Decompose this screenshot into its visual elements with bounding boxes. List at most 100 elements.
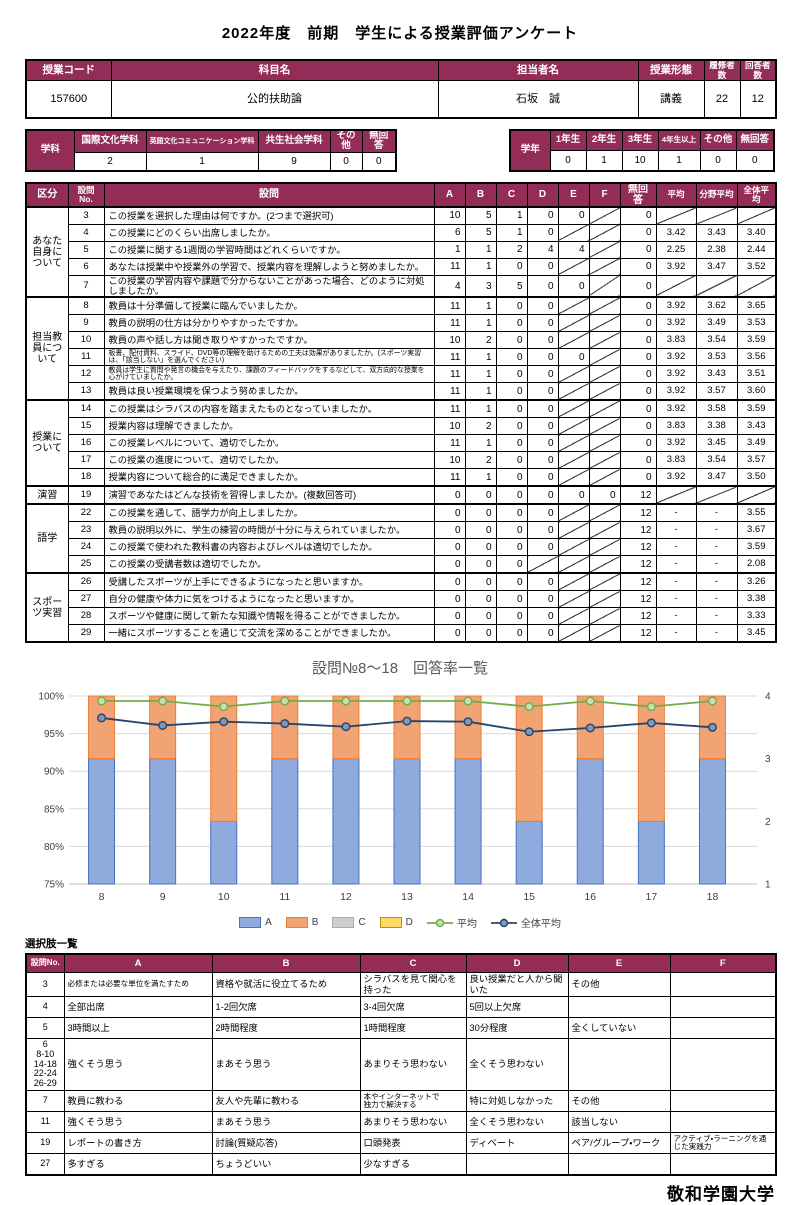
choices-row: 5 3時間以上 2時間程度 1時間程度 30分程度 全くしていない [25,1016,777,1039]
course-value: 石坂 誠 [437,80,639,119]
course-header: 回答者数 [739,59,777,81]
answer-count-cell: 1 [433,240,466,259]
choice-cell: 討論(質疑応答) [211,1132,361,1155]
bar-segment-a [332,758,360,885]
average-cell [736,205,777,225]
question-text: スポーツや健康に関して新たな知識や情報を得ることができましたか。 [103,607,435,626]
choice-cell: アクティブ・ラーニングを通じた実践力 [669,1132,777,1155]
course-header: 履修者数 [703,59,741,81]
average-cell: - [655,607,697,626]
question-text: 自分の健康や体力に気をつけるようになったと思いますか。 [103,590,435,609]
mini-value: 0 [361,151,397,172]
legend-label: C [358,917,366,929]
svg-text:4: 4 [765,692,771,703]
answer-count-cell [557,434,590,453]
legend-item: 全体平均 [490,915,561,930]
no-answer-cell: 0 [619,434,657,453]
svg-text:17: 17 [646,891,658,903]
choices-row: 6 8-10 14-18 22-24 26-29 強くそう思う まあそう思う あまりそ… [25,1037,777,1092]
course-value: 講義 [637,80,705,119]
question-row: 29 一緒にスポーツすることを通じて交流を深めることができましたか。 0 0 0 0 12-… [26,624,777,643]
answer-count-cell: 0 [526,331,559,350]
average-cell: - [695,572,738,592]
average-cell: 3.50 [736,468,777,487]
choices-question-number: 4 [25,995,65,1018]
question-text: この授業はシラバスの内容を踏まえたものとなっていましたか。 [103,399,435,419]
question-row: 授業に ついて 14 この授業はシラバスの内容を踏まえたものとなっていましたか。 11… [25,399,777,487]
average-cell: - [655,503,697,523]
chart-legend: A B C D 平均 全体平均 [25,915,775,930]
question-text: この授業で使われた教科書の内容およびレベルは適切でしたか。 [103,538,435,557]
answer-count-cell: 1 [464,365,497,384]
choice-cell: 強くそう思う [63,1111,213,1134]
choice-cell: 教員に教わる [63,1090,213,1113]
choices-header: F [669,953,777,974]
question-text: 教員の説明の仕方は分かりやすかったですか。 [103,314,435,333]
choices-question-number: 5 [25,1016,65,1039]
answer-count-cell: 2 [464,331,497,350]
average-cell: 3.62 [695,296,738,316]
legend-item: B [285,917,318,929]
question-table-header: 区分 [25,182,69,208]
answer-count-cell: 0 [464,572,497,592]
legend-swatch-b [285,917,308,929]
svg-text:12: 12 [340,891,352,903]
answer-count-cell: 5 [495,274,528,298]
answer-count-cell: 0 [495,296,528,316]
answer-count-cell: 5 [464,205,497,225]
answer-count-cell: 1 [464,257,497,276]
answer-count-cell [588,624,621,643]
course-value: 12 [739,80,777,119]
no-answer-cell: 0 [619,274,657,298]
question-table-header-row: 区分 設問No. 設問 A B C D E F 無回答 平均 分野平均 全体平均 [25,182,777,208]
choice-cell: 3-4回欠席 [359,995,467,1018]
choice-cell: 5回以上欠席 [465,995,569,1018]
question-row: 12 教員は学生に質問や発言の機会を与えたり、課題のフィードバックをするなどして、… [26,365,777,384]
answer-count-cell: 0 [495,314,528,333]
question-row: 語学 22 この授業を通して、語学力が向上しましたか。 0 0 0 0 12- -3.55 [25,503,777,574]
answer-count-cell: 0 [557,348,590,367]
mini-value-row: 0 1 10 1 0 0 [510,149,775,172]
answer-count-cell: 0 [433,607,466,626]
answer-count-cell: 11 [433,468,466,487]
answer-count-cell [557,365,590,384]
answer-count-cell: 0 [495,624,528,643]
average-cell [695,205,738,225]
question-table-header: 設問 [103,182,435,208]
bar-segment-a [698,758,726,885]
question-table-header: F [588,182,621,208]
question-text: 演習であなたはどんな技術を習得しましたか。(複数回答可) [103,485,435,505]
average-cell: 3.57 [695,382,738,401]
answer-count-cell [588,382,621,401]
course-info-table: 授業コード 科目名 担当者名 授業形態 履修者数 回答者数 157600 公的扶助論 石坂 誠講… [25,59,777,119]
answer-count-cell: 0 [464,555,497,574]
mini-label: 学年 [509,129,551,172]
question-row: 16 この授業レベルについて、適切でしたか。 11 1 0 0 0 3.92 3.45 3.49 [26,434,777,453]
answer-count-cell [557,590,590,609]
svg-text:13: 13 [401,891,413,903]
choice-cell: 30分程度 [465,1016,569,1039]
average-cell: 3.56 [736,348,777,367]
answer-count-cell: 0 [495,348,528,367]
answer-count-cell: 0 [495,590,528,609]
question-row: 25 この授業の受講者数は適切でしたか。 0 0 0 12- -2.08 [26,555,777,574]
answer-count-cell: 10 [433,417,466,436]
mini-value: 0 [329,151,363,172]
legend-average-line-icon [426,918,453,928]
choice-cell: 該当しない [567,1111,671,1134]
average-cell: 3.51 [736,365,777,384]
answer-count-cell: 11 [433,382,466,401]
question-row: 6 あなたは授業中や授業外の学習で、授業内容を理解しようと努めましたか。 11 1 0 0… [26,257,777,276]
question-table-header: D [526,182,559,208]
overall-average-marker [524,727,534,737]
answer-count-cell: 0 [526,257,559,276]
question-number: 19 [67,485,105,505]
answer-count-cell: 0 [464,485,497,505]
bar-segment-b [210,695,238,823]
answer-count-cell: 1 [495,205,528,225]
choice-cell: その他 [567,1090,671,1113]
answer-count-cell [557,417,590,436]
question-table-header: 全体平均 [736,182,777,208]
question-row: 13 教員は良い授業環境を保つよう努めましたか。 11 1 0 0 0 3.92 3.57 3.6… [26,382,777,401]
page-title: 2022年度 前期 学生による授業評価アンケート [221,25,579,42]
